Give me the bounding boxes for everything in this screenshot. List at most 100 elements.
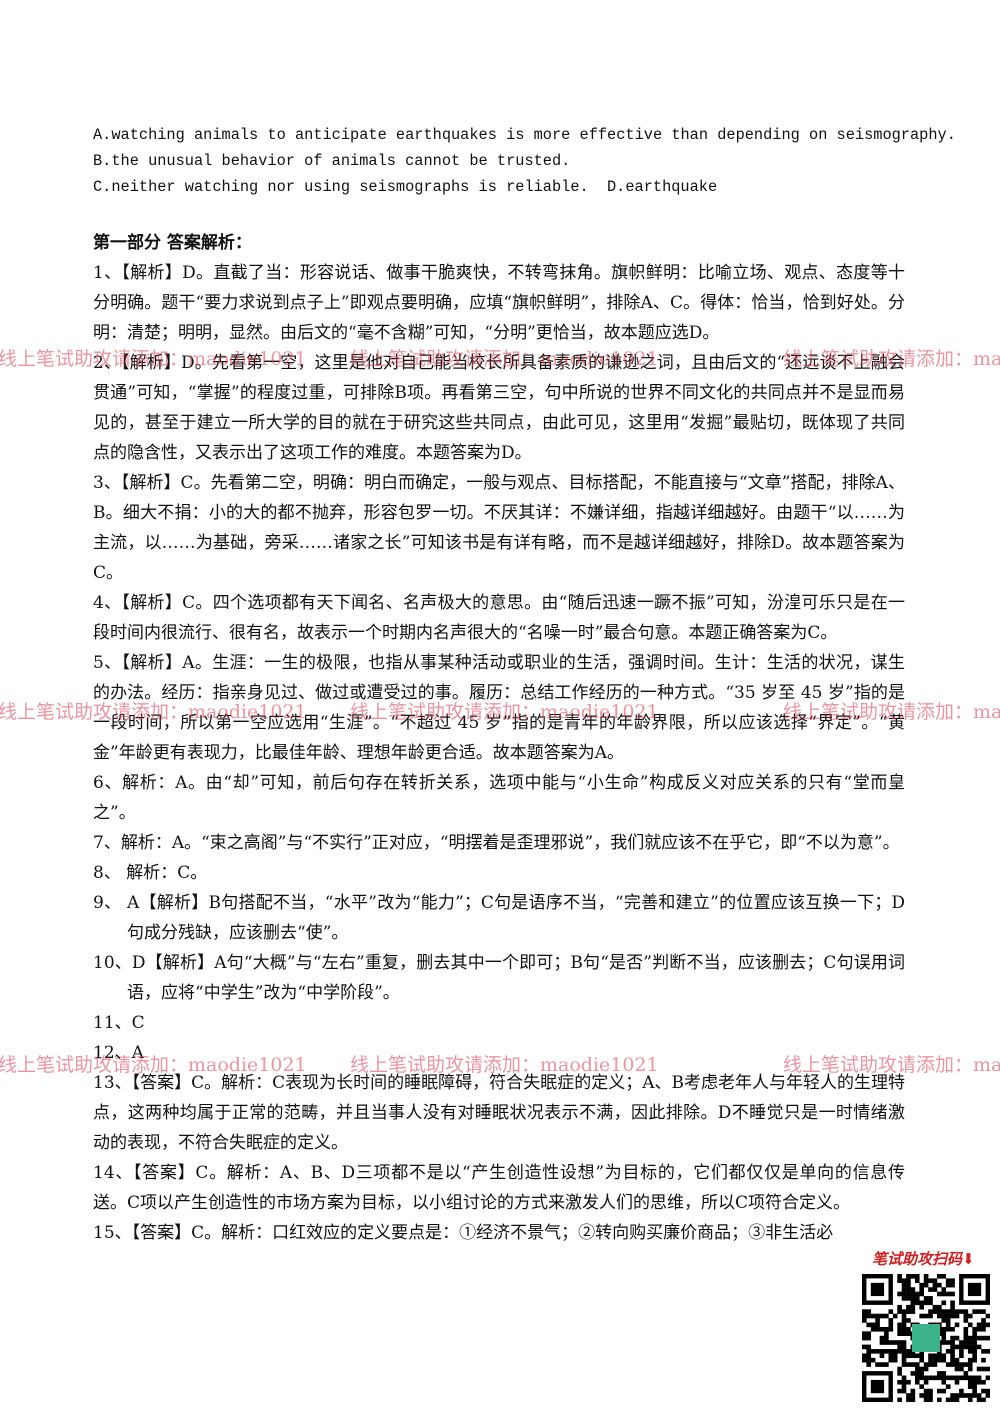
qr-module [910, 1274, 916, 1279]
section-heading: 第一部分 答案解析： [93, 233, 252, 253]
qr-module [901, 1344, 907, 1350]
answer-item: 9、 A【解析】B句搭配不当，“水平”改为“能力”；C句是语序不当，“完善和建立… [93, 893, 905, 943]
qr-module [901, 1331, 907, 1336]
qr-module [910, 1296, 916, 1301]
qr-module [919, 1304, 924, 1310]
qr-module [879, 1362, 885, 1367]
qr-module [906, 1362, 911, 1367]
qr-module [906, 1296, 911, 1301]
qr-module [937, 1309, 942, 1314]
qr-module [862, 1357, 867, 1363]
qr-module [928, 1287, 933, 1292]
qr-module [985, 1375, 990, 1381]
qr-module [906, 1318, 911, 1323]
qr-module [950, 1353, 955, 1359]
qr-module [981, 1318, 986, 1323]
qr-module [879, 1326, 885, 1332]
qr-module [870, 1326, 876, 1332]
qr-module [875, 1349, 880, 1354]
qr-module [959, 1349, 964, 1354]
qr-module [963, 1309, 969, 1314]
qr-module [919, 1384, 924, 1389]
qr-module [937, 1313, 942, 1319]
qr-module [945, 1313, 951, 1319]
qr-module [901, 1357, 907, 1363]
qr-module [870, 1282, 885, 1297]
qr-module [919, 1291, 924, 1297]
qr-module [906, 1309, 911, 1314]
qr-module [976, 1379, 982, 1385]
qr-module [901, 1362, 907, 1367]
qr-module [866, 1335, 872, 1341]
qr-module [897, 1291, 902, 1297]
qr-module [919, 1366, 924, 1372]
qr-module [910, 1291, 916, 1297]
qr-module [923, 1300, 929, 1306]
qr-module [976, 1335, 982, 1341]
qr-module [892, 1349, 898, 1354]
qr-module [906, 1349, 911, 1354]
qr-module [897, 1322, 902, 1328]
qr-module [950, 1309, 955, 1314]
answer-item: 10、D【解析】A句“大概”与“左右”重复，删去其中一个即可；B句“是否”判断不… [93, 953, 905, 1003]
qr-module [981, 1322, 986, 1328]
qr-module [910, 1388, 916, 1394]
qr-module [937, 1282, 942, 1288]
qr-module [862, 1344, 867, 1350]
qr-module [928, 1353, 933, 1359]
qr-module [910, 1300, 916, 1306]
qr-module [923, 1366, 929, 1372]
qr-module [862, 1313, 867, 1319]
qr-module [888, 1353, 894, 1359]
qr-module [937, 1397, 942, 1402]
qr-module [862, 1335, 867, 1341]
qr-module [985, 1393, 990, 1398]
qr-module [950, 1278, 955, 1284]
qr-module [888, 1357, 894, 1363]
qr-module [923, 1296, 929, 1301]
qr-module [910, 1309, 916, 1314]
qr-module [967, 1362, 973, 1367]
option: B.the unusual behavior of animals cannot… [93, 152, 571, 170]
qr-module [932, 1375, 938, 1381]
qr-module [981, 1366, 986, 1372]
qr-module [937, 1353, 942, 1359]
qr-module [967, 1335, 973, 1341]
qr-module [884, 1362, 889, 1367]
qr-module [945, 1278, 951, 1284]
qr-module [928, 1296, 933, 1301]
qr-module [954, 1344, 960, 1350]
qr-module [870, 1349, 876, 1354]
qr-module [959, 1309, 964, 1314]
qr-module [884, 1313, 889, 1319]
qr-module [928, 1300, 933, 1306]
qr-module [972, 1388, 977, 1394]
qr-module [879, 1313, 885, 1319]
qr-module [888, 1326, 894, 1332]
qr-module [967, 1313, 973, 1319]
answer-item: 3、【解析】C。先看第二空，明确：明白而确定，一般与观点、目标搭配，不能直接与“… [93, 473, 905, 583]
qr-module [906, 1287, 911, 1292]
qr-module [945, 1362, 951, 1367]
qr-module [976, 1375, 982, 1381]
qr-module [972, 1309, 977, 1314]
qr-module [892, 1313, 898, 1319]
qr-module [932, 1287, 938, 1292]
qr-module [941, 1379, 947, 1385]
qr-module [901, 1318, 907, 1323]
qr-module [888, 1318, 894, 1323]
qr-module [972, 1340, 977, 1345]
qr-module [901, 1282, 907, 1288]
qr-module [919, 1300, 924, 1306]
qr-module [870, 1379, 885, 1394]
qr-module [932, 1353, 938, 1359]
qr-module [928, 1278, 933, 1284]
qr-module [923, 1282, 929, 1288]
qr-module [897, 1309, 902, 1314]
qr-module [981, 1335, 986, 1341]
qr-module [972, 1335, 977, 1341]
qr-module [897, 1304, 902, 1310]
qr-module [914, 1296, 920, 1301]
qr-module [901, 1309, 907, 1314]
qr-module [906, 1304, 911, 1310]
